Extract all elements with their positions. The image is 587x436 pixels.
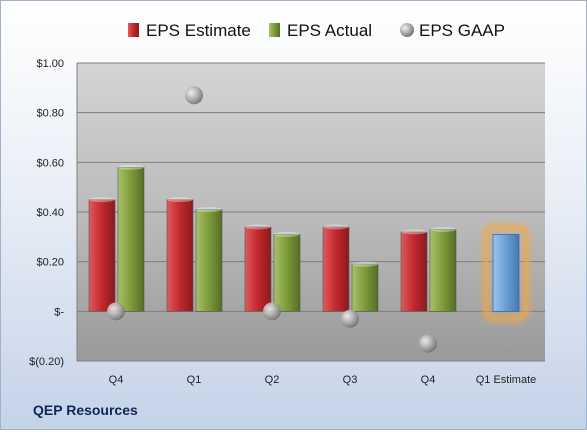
x-tick-label: Q3	[343, 374, 358, 386]
y-tick-label: $0.20	[36, 257, 64, 269]
bar-cap	[430, 226, 456, 232]
eps-actual-bar	[351, 263, 379, 312]
eps-gaap-marker	[341, 309, 359, 328]
eps-estimate-bar	[400, 231, 428, 312]
bar-cap	[89, 197, 115, 203]
eps-actual-bar	[273, 234, 301, 312]
x-tick-label: Q1 Estimate	[476, 374, 537, 386]
legend-swatch	[269, 23, 280, 37]
legend-swatch	[128, 23, 139, 37]
eps-gaap-marker	[263, 302, 281, 321]
company-name: QEP Resources	[33, 402, 138, 418]
bar-cap	[352, 261, 378, 267]
legend-swatch	[400, 23, 414, 37]
eps-gaap-marker	[185, 86, 203, 105]
x-tick-label: Q2	[265, 374, 280, 386]
legend-label: EPS GAAP	[419, 21, 505, 40]
legend-label: EPS Estimate	[146, 21, 251, 40]
y-tick-label: $-	[54, 306, 64, 318]
bar-cap	[196, 207, 222, 213]
legend-label: EPS Actual	[287, 21, 372, 40]
bar-cap	[167, 197, 193, 203]
eps-actual-bar	[117, 167, 145, 312]
eps-estimate-bar	[322, 226, 350, 312]
bar-cap	[118, 164, 144, 170]
bar-cap	[401, 229, 427, 235]
y-tick-label: $0.60	[36, 157, 64, 169]
eps-estimate-bar	[166, 199, 194, 312]
y-tick-label: $1.00	[36, 58, 64, 70]
eps-actual-bar	[195, 209, 223, 312]
bar-cap	[245, 224, 271, 230]
bar-cap	[323, 224, 349, 230]
y-tick-label: $0.40	[36, 207, 64, 219]
x-tick-label: Q4	[109, 374, 124, 386]
forecast-bar	[492, 233, 520, 312]
eps-actual-bar	[429, 229, 457, 312]
y-tick-label: $(0.20)	[29, 356, 64, 368]
y-tick-label: $0.80	[36, 108, 64, 120]
forecast-glow	[482, 223, 530, 322]
eps-gaap-marker	[419, 334, 437, 353]
eps-estimate-bar	[88, 199, 116, 312]
x-tick-label: Q1	[187, 374, 202, 386]
eps-gaap-marker	[107, 302, 125, 321]
x-tick-label: Q4	[421, 374, 436, 386]
eps-estimate-bar	[244, 226, 272, 312]
bar-cap	[274, 231, 300, 237]
